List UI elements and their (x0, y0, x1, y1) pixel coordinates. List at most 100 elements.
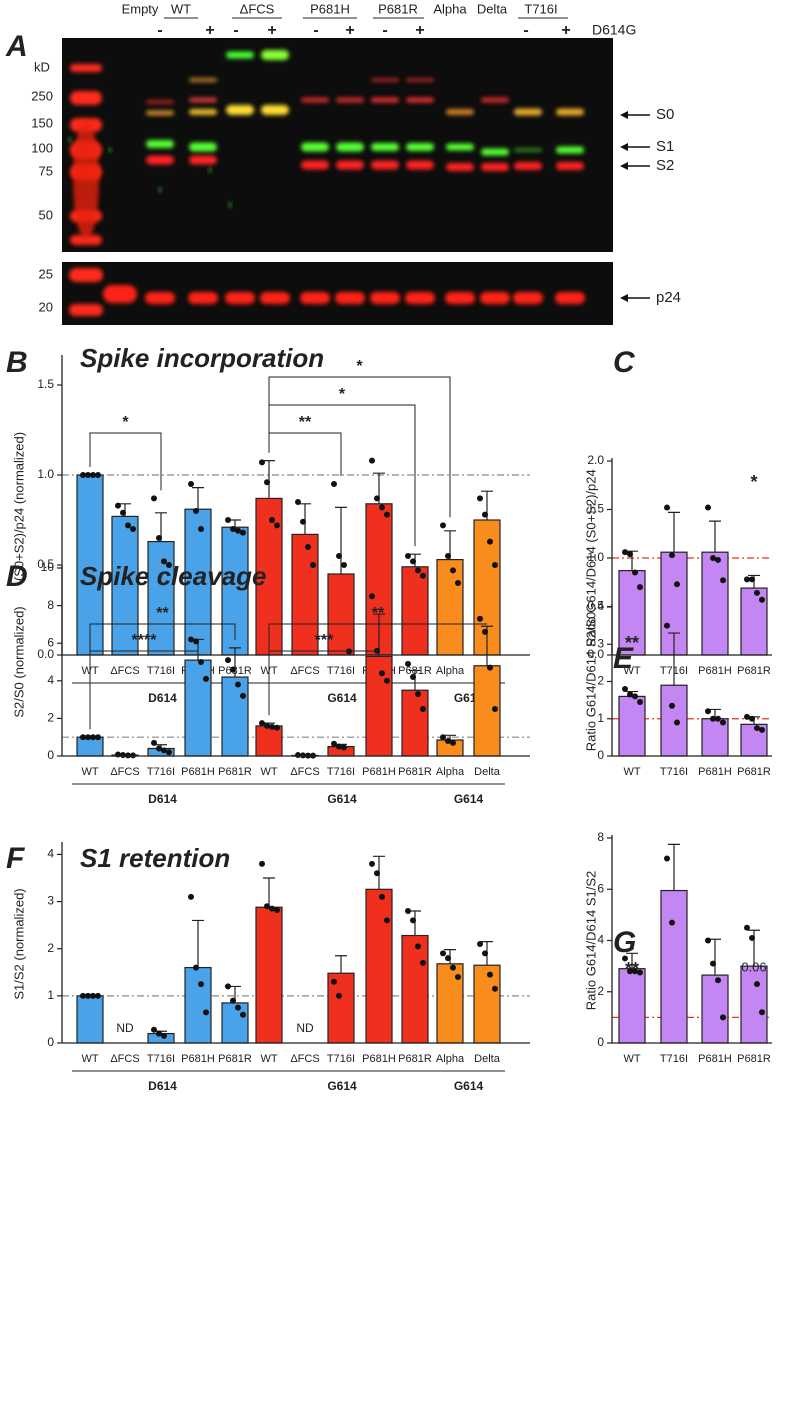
data-point (384, 917, 390, 924)
blot-band (336, 160, 364, 170)
bar (618, 695, 646, 757)
data-point (450, 567, 456, 574)
sign: - (313, 22, 318, 39)
blot-band (261, 50, 289, 60)
x-tick-label: ΔFCS (290, 665, 319, 677)
data-point (336, 743, 342, 750)
data-point (720, 1014, 726, 1021)
data-point (379, 893, 385, 900)
data-point (744, 924, 750, 931)
sign: + (205, 22, 214, 39)
y-axis-label: S2/S0 (normalized) (11, 606, 26, 717)
group-label: G614 (327, 792, 357, 806)
blot-band (371, 143, 399, 151)
y-tick-label: 6 (47, 635, 54, 649)
blot-band (406, 78, 434, 82)
kd-label: kD (34, 59, 50, 74)
bar (221, 1002, 249, 1044)
data-point (487, 538, 493, 545)
blot-band (336, 97, 364, 103)
error-bar (335, 955, 347, 974)
data-point (188, 893, 194, 900)
data-point (637, 698, 643, 705)
data-point (420, 706, 426, 712)
data-point (235, 1004, 241, 1011)
blot-band (446, 143, 474, 151)
data-point (188, 636, 194, 643)
value-label: ND (296, 1021, 314, 1035)
x-tick-label: P681H (698, 1053, 732, 1065)
blot-band (481, 97, 509, 103)
bar (436, 558, 464, 656)
marker-label: 25 (39, 266, 53, 281)
y-axis-label: (S0+S2)/p24 (normalized) (11, 432, 26, 581)
error-bar (409, 910, 421, 936)
data-point (269, 723, 275, 730)
data-point (669, 919, 675, 926)
blot-band (556, 108, 584, 116)
blot-band (406, 97, 434, 103)
x-tick-label: T716I (660, 766, 688, 778)
sign: + (345, 22, 354, 39)
group-label: G614 (327, 691, 357, 705)
data-point (95, 734, 101, 741)
significance-bracket (89, 432, 162, 491)
data-point (627, 691, 633, 698)
y-tick-label: 0.5 (587, 599, 604, 613)
data-point (166, 562, 172, 568)
group-label: D614 (148, 792, 177, 806)
data-point (384, 511, 390, 518)
data-point (130, 526, 136, 532)
y-tick-label: 3 (47, 894, 54, 908)
significance-label: **** (132, 632, 158, 649)
x-tick-label: WT (260, 1053, 277, 1065)
bar (184, 659, 212, 757)
y-tick-label: 1 (597, 711, 604, 725)
significance-label: ** (625, 959, 639, 979)
blot-band (370, 292, 400, 304)
data-point (705, 504, 711, 511)
data-point (754, 981, 760, 988)
blot-band (189, 109, 217, 115)
panel-letter: E (613, 642, 634, 675)
data-point (632, 693, 638, 700)
blot-band (70, 91, 102, 105)
lane-label: Delta (477, 1, 508, 16)
error-bar (335, 506, 347, 574)
blot-band (70, 64, 102, 72)
marker-label: 75 (39, 163, 53, 178)
bar (147, 540, 175, 656)
error-bar (668, 843, 680, 891)
blot-band (103, 285, 137, 303)
data-point (664, 504, 670, 511)
data-point (450, 964, 456, 971)
x-tick-label: Delta (474, 1053, 501, 1065)
marker-label: 50 (39, 207, 53, 222)
error-bar (668, 632, 680, 686)
blot-band (226, 105, 254, 115)
significance-label: ** (625, 633, 639, 653)
y-axis-label: Ratio G614/D614 S2/S0 (583, 612, 598, 751)
significance-label: * (339, 386, 346, 403)
blot-band (69, 268, 103, 282)
x-tick-label: Delta (474, 766, 501, 778)
data-point (420, 959, 426, 966)
y-tick-label: 0 (47, 1035, 54, 1049)
x-tick-label: P681H (698, 766, 732, 778)
data-point (240, 1011, 246, 1018)
band-label: S2 (656, 157, 674, 174)
x-tick-label: P681H (181, 1053, 215, 1065)
blot-band (208, 168, 212, 172)
bar (365, 655, 393, 757)
data-point (477, 941, 483, 947)
bar (255, 725, 283, 757)
data-point (193, 638, 199, 645)
data-point (274, 907, 280, 914)
y-tick-label: 4 (47, 847, 54, 861)
data-point (85, 734, 91, 741)
data-point (487, 664, 493, 671)
blot-band (406, 143, 434, 151)
panel-letter: B (6, 346, 28, 379)
y-tick-label: 8 (597, 830, 604, 844)
bar (740, 965, 768, 1044)
